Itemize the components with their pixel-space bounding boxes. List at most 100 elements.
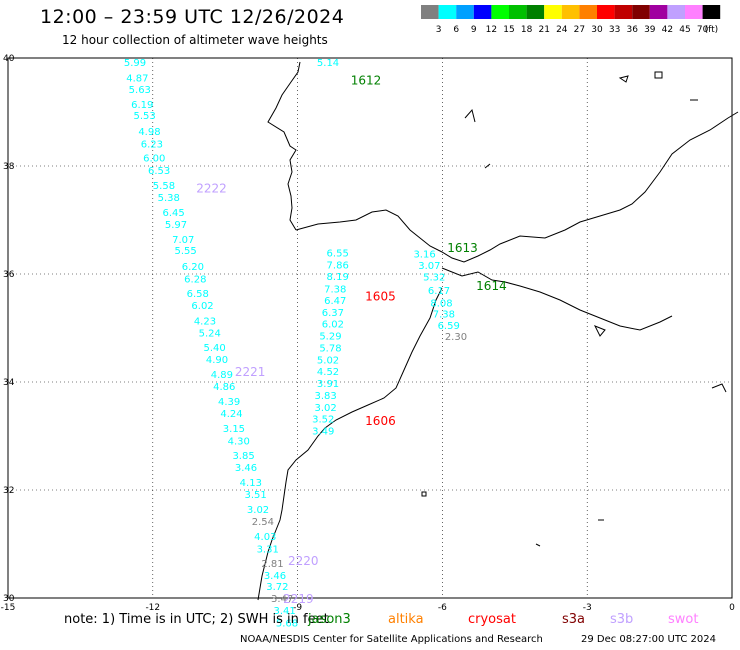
lat-tick-label: 32 [3, 486, 14, 496]
legend-swatch [544, 5, 562, 19]
wave-height-value: 5.55 [175, 246, 197, 257]
wave-height-value: 6.19 [131, 100, 153, 111]
wave-height-value: 5.63 [129, 85, 151, 96]
wave-height-value: 6.37 [322, 308, 344, 319]
lon-tick-label: -6 [438, 603, 447, 613]
wave-height-value: 6.59 [438, 321, 460, 332]
wave-height-value: 3.07 [418, 261, 440, 272]
axis-labels: -15 -12 -9 -6 -3 0 40 38 36 34 32 30 [1, 54, 735, 613]
wave-height-value: 4.30 [228, 436, 250, 447]
wave-height-value: 6.02 [191, 301, 213, 312]
legend-label: 12 [486, 25, 497, 35]
page-subtitle: 12 hour collection of altimeter wave hei… [62, 33, 328, 47]
legend-swatch [561, 5, 580, 19]
lat-tick-label: 36 [3, 270, 15, 280]
wave-height-value: 6.17 [428, 286, 450, 297]
wave-height-value: 3.49 [312, 427, 334, 438]
wave-height-value: 6.55 [327, 248, 349, 259]
legend-label: 42 [662, 25, 673, 35]
legend-swatch [473, 5, 492, 19]
lat-tick-label: 38 [3, 162, 15, 172]
lat-tick-label: 30 [3, 594, 15, 604]
island-6 [593, 325, 606, 337]
legend-label: 39 [644, 25, 656, 35]
pass-label: 1613 [447, 241, 478, 255]
legend-label: 33 [609, 25, 620, 35]
wave-height-value: 4.24 [220, 409, 242, 420]
wave-height-value: 5.99 [124, 58, 146, 69]
legend-label: 30 [591, 25, 603, 35]
legend-swatch [685, 5, 703, 19]
generation-date: 29 Dec 08:27:00 UTC 2024 [581, 634, 716, 645]
wave-height-value: 2.54 [252, 517, 274, 528]
legend-swatch [491, 5, 509, 19]
lat-tick-label: 40 [3, 54, 15, 64]
wave-height-value: 6.47 [324, 296, 346, 307]
wave-height-value: 6.53 [148, 166, 170, 177]
island-5 [484, 163, 491, 169]
legend-label: 36 [626, 25, 638, 35]
map-frame [7, 57, 733, 599]
wave-height-value: 5.58 [153, 181, 175, 192]
wave-height-value: 3.51 [245, 490, 267, 501]
pass-label: 2220 [288, 554, 319, 568]
wave-height-value: 3.72 [266, 582, 288, 593]
wave-height-value: 3.02 [314, 403, 336, 414]
satellite-s3b: s3b [610, 612, 634, 627]
coastlines [257, 61, 739, 601]
pass-label: 2219 [283, 592, 314, 606]
wave-height-value: 4.89 [211, 370, 233, 381]
credit-line: NOAA/NESDIS Center for Satellite Applica… [240, 634, 543, 645]
satellite-swot: swot [668, 612, 699, 627]
legend-label: 15 [503, 25, 514, 35]
wave-height-value: 3.16 [413, 249, 435, 260]
pass-label: 1612 [351, 74, 382, 88]
wave-height-tracks: 5.99 4.875.63 6.195.53 4.986.23 6.00 6.53 5.58… [124, 58, 467, 630]
footnote: note: 1) Time is in UTC; 2) SWH is in fe… [64, 612, 329, 627]
legend-swatch [702, 5, 721, 19]
legend-swatch [509, 5, 527, 19]
wave-height-value: 5.78 [319, 343, 341, 354]
legend-label: 9 [471, 25, 477, 35]
legend-swatch [649, 5, 668, 19]
wave-height-value: 6.23 [141, 139, 163, 150]
satellite-altika: altika [388, 612, 424, 627]
legend-swatch [597, 5, 615, 19]
wave-height-value: 5.29 [319, 332, 341, 343]
lon-tick-label: -3 [583, 603, 592, 613]
color-legend: 3 6 9 12 15 18 21 24 27 30 33 36 39 42 45 70(ft) [421, 5, 721, 35]
island-4 [464, 108, 476, 123]
satellite-cryosat: cryosat [468, 612, 516, 627]
legend-swatch [421, 5, 439, 19]
island-8 [421, 491, 427, 497]
lon-tick-label: -9 [293, 603, 302, 613]
satellite-s3a: s3a [562, 612, 586, 627]
wave-height-value: 3.91 [317, 379, 339, 390]
wave-height-value: 5.97 [165, 220, 187, 231]
wave-height-value: 7.38 [324, 285, 346, 296]
lon-tick-label: -12 [145, 603, 160, 613]
island-2 [654, 71, 663, 79]
wave-height-value: 4.13 [240, 478, 262, 489]
wave-height-value: 3.46 [235, 463, 257, 474]
wave-height-value: 6.58 [187, 289, 209, 300]
wave-height-value: 3.47 [271, 594, 293, 605]
legend-swatch [667, 5, 685, 19]
wave-height-value: 3.15 [223, 424, 245, 435]
wave-height-value: 6.02 [322, 320, 344, 331]
wave-height-value: 3.41 [273, 606, 295, 617]
wave-height-value: 6.28 [184, 274, 206, 285]
wave-height-value: 3.52 [312, 415, 334, 426]
wave-height-value: 5.32 [423, 273, 445, 284]
wave-height-value: 5.68 [276, 618, 298, 629]
legend-label: 24 [556, 25, 568, 35]
wave-height-value: 5.40 [203, 343, 225, 354]
wave-height-value: 3.31 [257, 544, 279, 555]
wave-height-value: 4.98 [138, 127, 160, 138]
wave-height-value: 4.23 [194, 316, 216, 327]
island-10 [535, 543, 541, 547]
lon-tick-label: 0 [729, 603, 735, 613]
wave-height-value: 3.85 [232, 451, 254, 462]
pass-label: 1605 [365, 290, 396, 304]
graticule [7, 57, 733, 599]
